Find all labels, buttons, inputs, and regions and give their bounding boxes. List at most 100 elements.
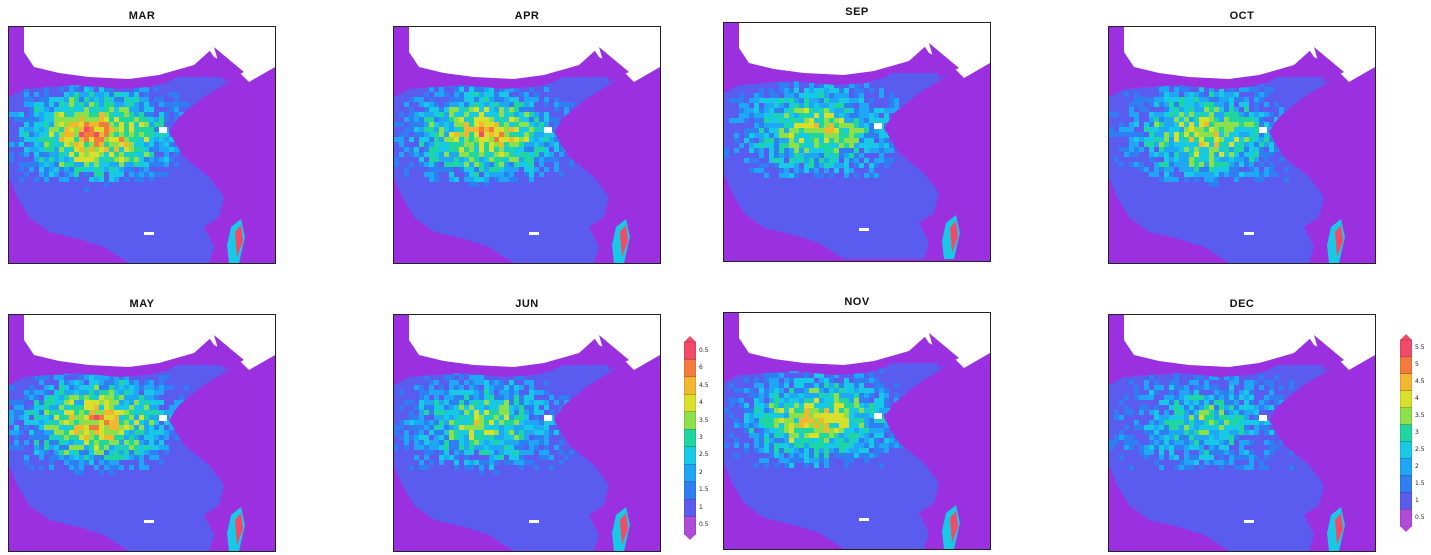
map-cell [749, 153, 754, 158]
map-cell [909, 83, 914, 88]
map-cell [784, 183, 789, 188]
map-cell [194, 182, 199, 187]
map-cell [564, 77, 569, 82]
map-cell [529, 207, 534, 212]
map-cell [119, 207, 124, 212]
map-cell [874, 183, 879, 188]
map-cell [404, 192, 409, 197]
map-cell [584, 197, 589, 202]
map-cell [69, 192, 74, 197]
map-cell [429, 142, 434, 147]
map-cell [749, 113, 754, 118]
map-cell [44, 222, 49, 227]
map-cell [499, 177, 504, 182]
map-cell [469, 92, 474, 97]
map-cell [439, 137, 444, 142]
map-cell [134, 217, 139, 222]
map-cell [794, 218, 799, 223]
map-cell [484, 207, 489, 212]
map-cell [784, 213, 789, 218]
map-cell [174, 142, 179, 147]
map-cell [144, 262, 149, 263]
map-cell [394, 117, 399, 122]
map-cell [19, 187, 24, 192]
map-cell [504, 132, 509, 137]
map-cell [159, 117, 164, 122]
map-cell [484, 132, 489, 137]
map-cell [49, 187, 54, 192]
map-cell [104, 117, 109, 122]
map-cell [844, 218, 849, 223]
map-cell [69, 132, 74, 137]
map-cell [399, 127, 404, 132]
map-cell [54, 142, 59, 147]
map-cell [874, 83, 879, 88]
map-cell [414, 97, 419, 102]
map-cell [919, 203, 924, 208]
map-cell [104, 112, 109, 117]
map-cell [849, 198, 854, 203]
map-cell [579, 97, 584, 102]
map-cell [594, 207, 599, 212]
map-cell [729, 128, 734, 133]
map-cell [409, 107, 414, 112]
map-cell [189, 197, 194, 202]
map-cell [74, 172, 79, 177]
map-cell [779, 178, 784, 183]
map-cell [179, 237, 184, 242]
map-cell [519, 137, 524, 142]
map-cell [189, 242, 194, 247]
map-cell [594, 212, 599, 217]
map-cell [484, 202, 489, 207]
map-cell [769, 148, 774, 153]
map-cell [884, 178, 889, 183]
map-cell [914, 193, 919, 198]
map-cell [564, 177, 569, 182]
map-cell [764, 133, 769, 138]
map-cell [494, 237, 499, 242]
map-cell [869, 138, 874, 143]
map-cell [499, 247, 504, 252]
map-cell [809, 178, 814, 183]
map-cell [529, 182, 534, 187]
map-cell [874, 178, 879, 183]
map-cell [764, 123, 769, 128]
map-cell [509, 107, 514, 112]
map-cell [499, 137, 504, 142]
map-cell [54, 117, 59, 122]
map-cell [449, 172, 454, 177]
map-cell [134, 92, 139, 97]
map-cell [189, 187, 194, 192]
map-cell [779, 148, 784, 153]
map-cell [759, 133, 764, 138]
map-cell [414, 187, 419, 192]
map-cell [519, 257, 524, 262]
map-cell [584, 222, 589, 227]
map-cell [799, 218, 804, 223]
map-cell [69, 87, 74, 92]
map-cell [479, 237, 484, 242]
map-cell [859, 223, 864, 228]
map-cell [474, 122, 479, 127]
map-cell [69, 117, 74, 122]
map-cell [529, 177, 534, 182]
map-cell [764, 163, 769, 168]
map-cell [14, 147, 19, 152]
map-cell [844, 228, 849, 233]
map-cell [524, 202, 529, 207]
map-cell [589, 212, 594, 217]
map-cell [164, 262, 169, 263]
map-cell [834, 103, 839, 108]
map-cell [89, 87, 94, 92]
map-cell [864, 128, 869, 133]
map-cell [879, 203, 884, 208]
map-cell [44, 182, 49, 187]
map-cell [524, 142, 529, 147]
map-cell [874, 93, 879, 98]
map-cell [754, 168, 759, 173]
map-cell [159, 172, 164, 177]
map-cell [769, 133, 774, 138]
map-cell [774, 198, 779, 203]
map-cell [534, 132, 539, 137]
map-cell [139, 207, 144, 212]
